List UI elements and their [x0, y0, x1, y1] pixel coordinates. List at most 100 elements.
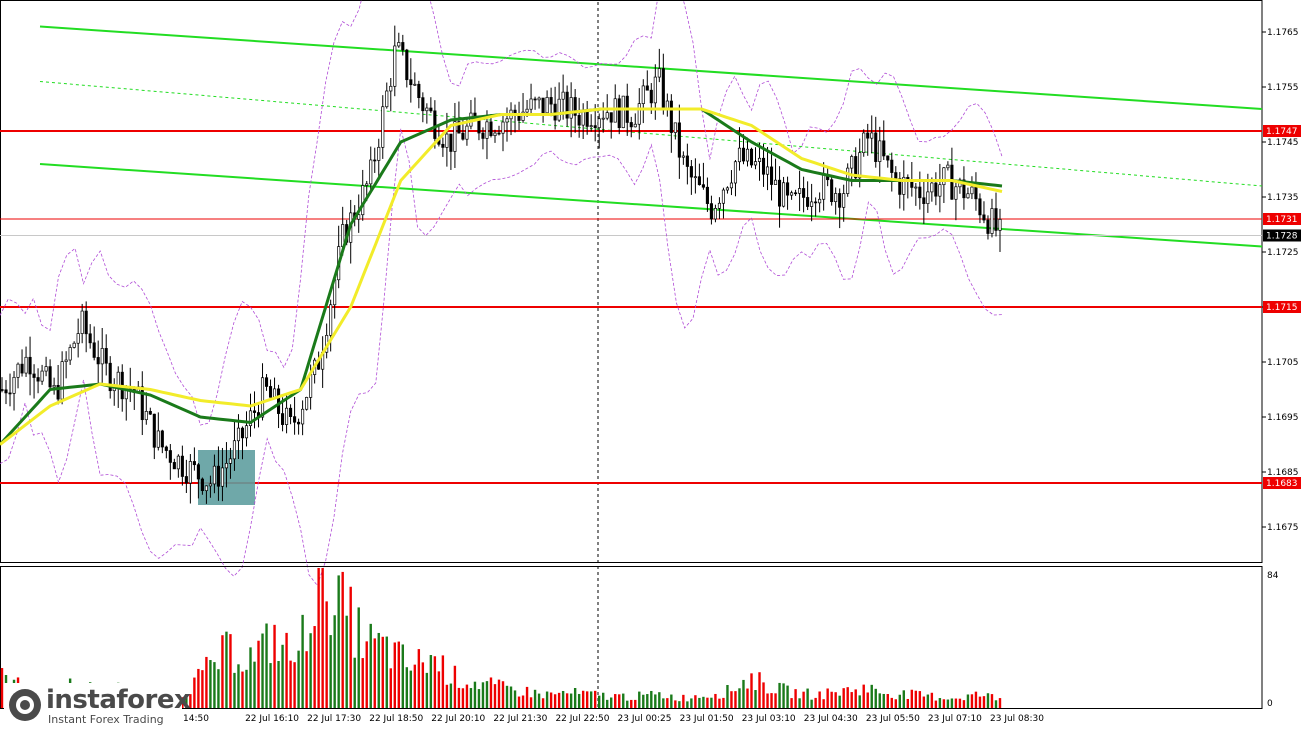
candle-body: [685, 155, 689, 167]
volume-bar: [646, 694, 649, 708]
candle-body: [966, 193, 970, 199]
candle-body: [433, 110, 437, 139]
volume-bar: [597, 695, 601, 708]
moving-average-line: [0, 107, 1003, 446]
volume-bar: [345, 615, 348, 708]
volume-bar: [529, 697, 533, 708]
candle-body: [268, 386, 273, 398]
candle-body: [733, 161, 738, 184]
candle-body: [765, 166, 770, 175]
volume-bar: [866, 692, 869, 708]
candle-body: [168, 450, 172, 463]
candle-body: [36, 377, 40, 382]
candle-body: [533, 98, 537, 101]
volume-bar: [237, 664, 240, 708]
volume-bar: [890, 697, 893, 708]
volume-bar: [217, 669, 220, 708]
instaforex-logo: instaforex Instant Forex Trading: [4, 683, 191, 729]
volume-bar: [309, 633, 312, 708]
volume-bar: [810, 699, 813, 708]
volume-bar: [926, 694, 930, 708]
time-tick-label: 23 Jul 00:25: [618, 714, 672, 724]
volume-bar: [850, 692, 853, 708]
candle-body: [661, 68, 665, 109]
volume-bar: [946, 699, 950, 708]
price-tick-label: 1.1675: [1267, 523, 1299, 533]
volume-bar: [197, 668, 200, 708]
volume-bar: [289, 660, 292, 708]
volume-bar: [966, 694, 970, 708]
candle-body: [633, 123, 637, 128]
volume-bar: [746, 688, 749, 708]
volume-bar: [650, 690, 653, 708]
volume-bar: [593, 690, 597, 708]
volume-bar: [505, 685, 509, 708]
candle-body: [309, 374, 313, 398]
time-tick-label: 23 Jul 03:10: [742, 714, 796, 724]
volume-bar: [229, 634, 232, 708]
price-pane-frame: [0, 0, 1263, 563]
time-tick-label: 22 Jul 21:30: [493, 714, 547, 724]
volume-bar: [882, 693, 885, 708]
candle-body: [192, 461, 196, 466]
volume-bar: [670, 694, 673, 708]
candle-body: [60, 361, 64, 400]
volume-bar: [225, 631, 228, 708]
candle-body: [204, 485, 208, 492]
candle-body: [377, 146, 381, 161]
volume-bar: [401, 644, 405, 708]
volume-bar: [413, 664, 417, 708]
volume-bar: [878, 693, 881, 708]
candle-body: [878, 140, 882, 162]
candle-body: [982, 214, 986, 221]
candle-body: [4, 389, 8, 394]
volume-bar: [349, 586, 352, 708]
candle-body: [858, 152, 862, 179]
candle-body: [842, 193, 846, 208]
time-tick-label: 23 Jul 04:30: [804, 714, 858, 724]
volume-bar: [774, 693, 777, 708]
volume-bar: [818, 691, 821, 708]
volume-bar: [477, 689, 481, 708]
volume-bar: [445, 684, 449, 708]
volume-bar: [441, 655, 445, 708]
volume-bar: [750, 673, 753, 708]
volume-bar: [654, 694, 657, 708]
volume-bar: [710, 697, 713, 708]
volume-bar: [585, 691, 589, 708]
volume-bar: [437, 671, 441, 708]
volume-bar: [285, 632, 288, 708]
volume-bar: [922, 696, 926, 708]
price-level-tag: [1263, 477, 1301, 489]
volume-bar: [361, 658, 364, 708]
volume-bar: [862, 684, 865, 708]
volume-bar: [221, 635, 224, 708]
candle-body: [782, 182, 786, 207]
candle-body: [252, 410, 257, 413]
candle-body: [329, 304, 333, 336]
volume-bar: [806, 688, 809, 708]
volume-bar: [337, 575, 340, 708]
candle-body: [20, 363, 24, 374]
volume-bar: [618, 694, 621, 708]
time-tick-label: 23 Jul 05:50: [866, 714, 920, 724]
candle-body: [773, 179, 778, 185]
candle-body: [429, 107, 433, 112]
volume-bar: [565, 693, 569, 708]
volume-bar: [501, 681, 505, 708]
candle-body: [565, 91, 569, 119]
candle-body: [593, 125, 597, 129]
volume-bar: [954, 698, 958, 708]
volume-bar: [790, 698, 793, 708]
candle-body: [188, 461, 192, 484]
volume-bar: [253, 661, 256, 708]
volume-bar: [754, 690, 757, 708]
candle-body: [689, 166, 693, 178]
volume-bar: [293, 662, 296, 708]
volume-bar: [986, 693, 990, 708]
volume-bar: [990, 694, 994, 708]
candle-body: [617, 98, 621, 129]
candle-body: [629, 122, 633, 128]
volume-bar: [545, 691, 549, 708]
